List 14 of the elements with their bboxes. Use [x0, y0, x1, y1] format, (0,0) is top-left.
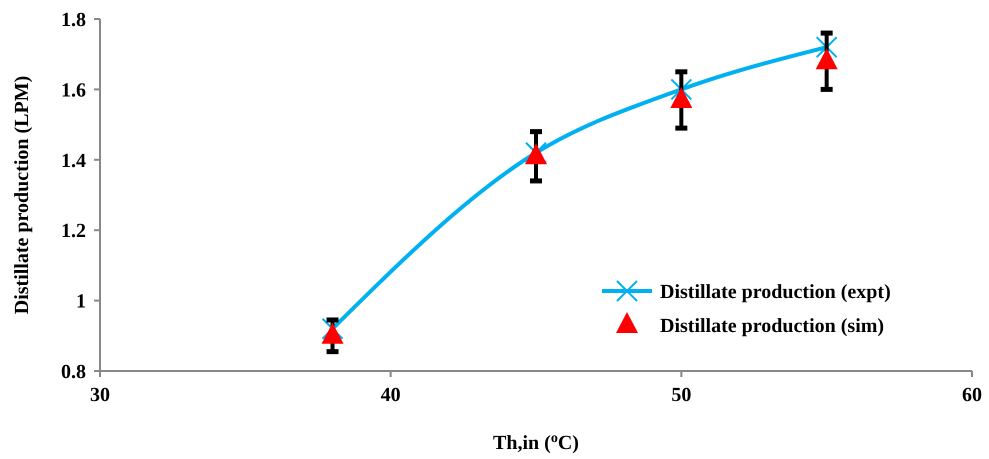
x-tick-label: 50: [671, 384, 692, 406]
y-axis-title: Distillate production (LPM): [11, 76, 33, 314]
legend-label: Distillate production (sim): [660, 315, 884, 337]
x-tick-label: 40: [380, 384, 401, 406]
y-tick-label: 1.6: [61, 79, 86, 102]
legend-label: Distillate production (expt): [660, 281, 891, 303]
y-tick-label: 1.2: [61, 220, 86, 242]
y-tick-label: 0.8: [61, 361, 86, 383]
y-tick-label: 1.4: [61, 150, 86, 172]
y-tick-label: 1: [76, 290, 86, 313]
x-tick-label: 30: [90, 384, 110, 406]
x-tick-label: 60: [962, 384, 982, 406]
x-axis-title: Th,in ($^{o}$C): [493, 430, 579, 454]
y-tick-label: 1.8: [61, 9, 86, 31]
